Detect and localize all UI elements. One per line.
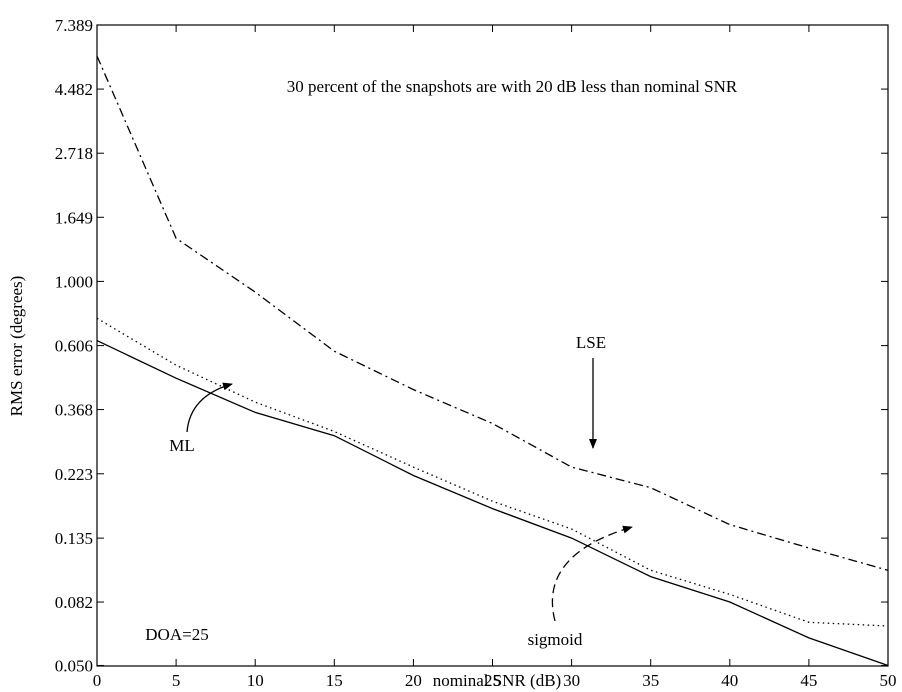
- header-annotation: 30 percent of the snapshots are with 20 …: [287, 77, 738, 96]
- y-tick-label: 0.050: [55, 656, 93, 675]
- y-axis-ticks: 0.050 0.082 0.135 0.223 0.368 0.606 1.000 1.649…: [55, 16, 888, 675]
- series-layer: [96, 55, 889, 667]
- y-axis-title: RMS error (degrees): [7, 276, 26, 417]
- y-tick-label: 0.368: [55, 401, 93, 420]
- series-line-lse: [96, 55, 889, 571]
- y-tick-label: 2.718: [55, 144, 93, 163]
- y-tick-label: 4.482: [55, 80, 93, 99]
- x-tick-label: 0: [93, 671, 102, 690]
- sigmoid-label: sigmoid: [528, 630, 583, 649]
- x-tick-label: 20: [405, 671, 422, 690]
- y-tick-label: 0.606: [55, 337, 93, 356]
- x-tick-label: 5: [172, 671, 181, 690]
- y-tick-label: 0.082: [55, 593, 93, 612]
- plot-frame: [96, 24, 889, 667]
- x-axis-ticks: 0 5 10 15 20 25 30 35 40 45 50: [93, 25, 897, 690]
- doa-annotation: DOA=25: [145, 625, 208, 644]
- sigmoid-arrow: [551, 525, 633, 622]
- y-tick-label: 7.389: [55, 16, 93, 35]
- y-tick-label: 1.649: [55, 208, 93, 227]
- y-tick-label: 0.135: [55, 529, 93, 548]
- ml-arrow: [186, 382, 233, 433]
- y-tick-label: 0.223: [55, 465, 93, 484]
- y-tick-label: 1.000: [55, 272, 93, 291]
- x-tick-label: 30: [563, 671, 580, 690]
- x-tick-label: 25: [484, 671, 501, 690]
- series-line-sigmoid: [96, 317, 889, 627]
- lse-label: LSE: [576, 333, 606, 352]
- series-line-ml: [96, 340, 889, 667]
- ml-label: ML: [169, 436, 195, 455]
- x-tick-label: 10: [247, 671, 264, 690]
- x-tick-label: 35: [642, 671, 659, 690]
- x-tick-label: 50: [880, 671, 897, 690]
- x-tick-label: 40: [721, 671, 738, 690]
- x-tick-label: 15: [326, 671, 343, 690]
- x-axis-title: nominal SNR (dB): [433, 671, 561, 690]
- x-tick-label: 45: [800, 671, 817, 690]
